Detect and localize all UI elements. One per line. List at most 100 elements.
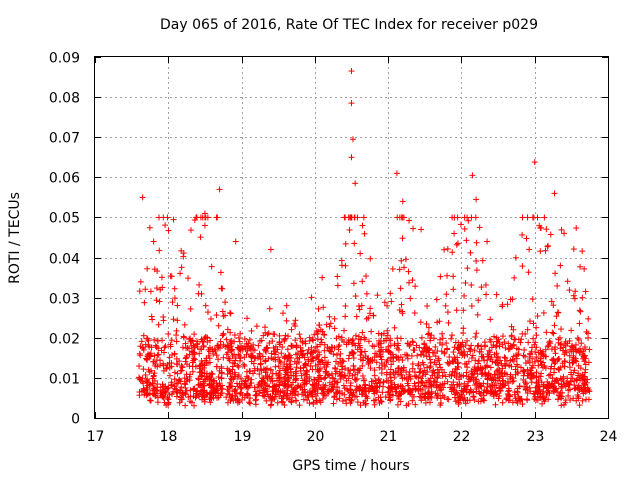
data-point <box>181 321 188 328</box>
data-point <box>421 340 428 347</box>
data-point <box>311 331 318 338</box>
data-point <box>311 377 318 384</box>
data-point <box>547 371 554 378</box>
data-point <box>224 326 231 333</box>
data-point <box>573 225 580 232</box>
data-point <box>530 320 537 327</box>
data-point <box>331 393 338 400</box>
data-point <box>550 330 557 337</box>
data-point <box>171 376 178 383</box>
data-point <box>585 315 592 322</box>
data-point <box>554 282 561 289</box>
data-point <box>396 395 403 402</box>
data-point <box>538 361 545 368</box>
data-point <box>248 376 255 383</box>
data-point <box>524 214 531 221</box>
data-point <box>557 375 564 382</box>
axis-ticks: 17 18 19 20 21 22 23 24 0 0.01 0.02 0.03 0.04 0.05 0.0… <box>49 51 618 446</box>
data-point <box>253 323 260 330</box>
data-point <box>196 350 203 357</box>
data-point <box>276 382 283 389</box>
data-point <box>542 247 549 254</box>
data-point <box>231 360 238 367</box>
data-point <box>136 375 143 382</box>
data-point <box>511 274 518 281</box>
data-point <box>268 401 275 408</box>
data-point-peak <box>359 222 366 229</box>
data-point <box>551 322 558 329</box>
data-point <box>443 291 450 298</box>
data-point <box>552 270 559 277</box>
data-point <box>160 214 167 221</box>
data-point <box>292 337 299 344</box>
data-point <box>535 362 542 369</box>
data-point <box>272 363 279 370</box>
data-point <box>474 343 481 350</box>
data-point <box>472 333 479 340</box>
data-point <box>391 324 398 331</box>
data-point <box>434 366 441 373</box>
data-point <box>439 330 446 337</box>
data-point <box>350 355 357 362</box>
data-point <box>582 288 589 295</box>
data-point <box>436 318 443 325</box>
data-point-peak <box>216 186 223 193</box>
data-point <box>248 327 255 334</box>
data-point <box>526 318 533 325</box>
data-point <box>537 248 544 255</box>
data-point <box>185 275 192 282</box>
data-point <box>545 242 552 249</box>
data-point <box>524 326 531 333</box>
data-point <box>522 330 529 337</box>
y-tick-label: 0.09 <box>49 51 80 67</box>
data-point <box>453 307 460 314</box>
data-point <box>362 400 369 407</box>
data-point <box>270 331 277 338</box>
data-point <box>572 288 579 295</box>
data-point <box>558 384 565 391</box>
data-point <box>505 388 512 395</box>
data-point <box>315 349 322 356</box>
data-point <box>415 362 422 369</box>
data-point-peak <box>201 222 208 229</box>
data-point <box>310 376 317 383</box>
data-point <box>387 374 394 381</box>
data-point <box>171 350 178 357</box>
data-point <box>406 342 413 349</box>
data-point <box>197 234 204 241</box>
y-tick-label: 0.08 <box>49 91 80 107</box>
data-point <box>332 389 339 396</box>
data-point <box>410 393 417 400</box>
data-point <box>166 372 173 379</box>
data-point <box>359 278 366 285</box>
data-point <box>405 268 412 275</box>
data-point-peak <box>557 262 564 269</box>
data-point <box>207 399 214 406</box>
data-point <box>304 350 311 357</box>
data-point <box>146 224 153 231</box>
data-point <box>189 368 196 375</box>
data-point <box>578 340 585 347</box>
data-point <box>281 402 288 409</box>
data-point <box>350 366 357 373</box>
data-point <box>397 335 404 342</box>
data-point <box>409 339 416 346</box>
data-point <box>371 372 378 379</box>
data-point <box>351 240 358 247</box>
data-point <box>174 302 181 309</box>
data-point <box>326 313 333 320</box>
data-point <box>573 358 580 365</box>
data-point <box>461 225 468 232</box>
data-point <box>451 354 458 361</box>
data-point <box>153 297 160 304</box>
data-point <box>412 401 419 408</box>
data-point <box>314 330 321 337</box>
data-point <box>254 365 261 372</box>
data-point <box>275 363 282 370</box>
data-point <box>308 349 315 356</box>
data-point <box>191 217 198 224</box>
data-point <box>336 342 343 349</box>
data-point <box>508 323 515 330</box>
data-point <box>306 334 313 341</box>
data-point <box>398 301 405 308</box>
